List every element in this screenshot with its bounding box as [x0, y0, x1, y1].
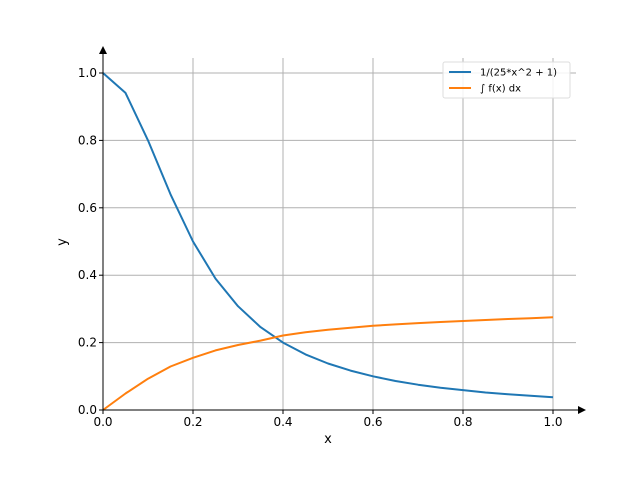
y-tick-label: 0.2 [78, 336, 97, 350]
gridlines [103, 58, 576, 410]
x-axis-arrow [578, 406, 586, 414]
series-lines [102, 72, 554, 411]
x-tick-label: 1.0 [543, 415, 562, 429]
y-axis-arrow [99, 46, 107, 54]
axes [99, 46, 586, 414]
legend: 1/(25*x^2 + 1) ∫ f(x) dx [442, 61, 571, 99]
y-tick-label: 0.4 [78, 268, 97, 282]
y-tick-label: 1.0 [78, 66, 97, 80]
ticks: 0.0 0.2 0.4 0.6 0.8 1.0 0.0 0.2 0.4 0.6 0.8 1.0 [78, 66, 563, 429]
legend-label-series-2: ∫ f(x) dx [480, 84, 521, 95]
y-tick-label: 0.0 [78, 403, 97, 417]
y-tick-label: 0.8 [78, 133, 97, 147]
x-tick-label: 0.8 [453, 415, 472, 429]
series-line-2 [102, 316, 554, 411]
x-axis-label: x [324, 432, 332, 447]
legend-label-series-1: 1/(25*x^2 + 1) [480, 68, 557, 79]
legend-box [442, 61, 571, 99]
x-tick-label: 0.2 [183, 415, 202, 429]
x-tick-label: 0.6 [363, 415, 382, 429]
y-tick-label: 0.6 [78, 201, 97, 215]
series-line-1 [102, 72, 554, 399]
y-axis-label: y [55, 238, 70, 246]
x-tick-label: 0.4 [273, 415, 292, 429]
x-tick-label: 0.0 [93, 415, 112, 429]
